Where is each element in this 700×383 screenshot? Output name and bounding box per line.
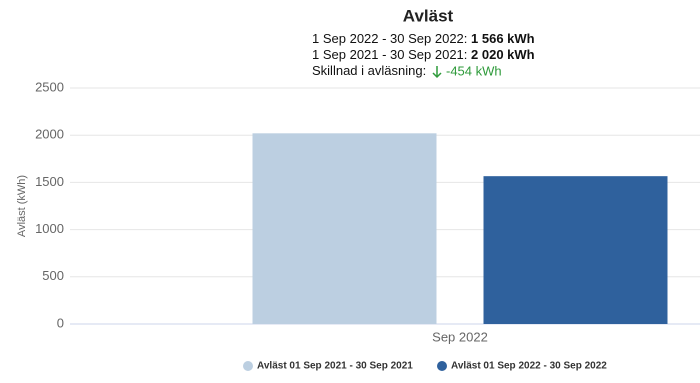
summary-line: 1 Sep 2021 - 30 Sep 2021: 2 020 kWh — [312, 47, 535, 62]
down-arrow — [432, 66, 442, 79]
y-tick-label: 2500 — [35, 79, 64, 94]
y-tick-label: 500 — [42, 268, 64, 283]
legend-marker — [437, 361, 447, 371]
summary-label: Skillnad i avläsning: — [312, 63, 426, 78]
y-tick-label: 2000 — [35, 127, 64, 142]
legend-marker — [243, 361, 253, 371]
chart-title: Avläst — [403, 6, 454, 25]
summary-value: 1 566 kWh — [471, 31, 535, 46]
legend-label: Avläst 01 Sep 2021 - 30 Sep 2021 — [257, 361, 413, 372]
bar — [483, 176, 668, 324]
x-tick-label: Sep 2022 — [432, 329, 488, 344]
legend-label: Avläst 01 Sep 2022 - 30 Sep 2022 — [451, 361, 607, 372]
y-axis-title: Avläst (kWh) — [16, 175, 28, 237]
y-tick-label: 1000 — [35, 221, 64, 236]
bar — [252, 133, 437, 324]
summary-value: -454 kWh — [446, 63, 502, 78]
summary-value: 2 020 kWh — [471, 47, 535, 62]
summary-label: 1 Sep 2021 - 30 Sep 2021: — [312, 47, 467, 62]
y-tick-label: 1500 — [35, 174, 64, 189]
summary-line: 1 Sep 2022 - 30 Sep 2022: 1 566 kWh — [312, 31, 535, 46]
summary-label: 1 Sep 2022 - 30 Sep 2022: — [312, 31, 467, 46]
y-tick-label: 0 — [57, 315, 64, 330]
summary-line: Skillnad i avläsning: — [312, 63, 426, 78]
